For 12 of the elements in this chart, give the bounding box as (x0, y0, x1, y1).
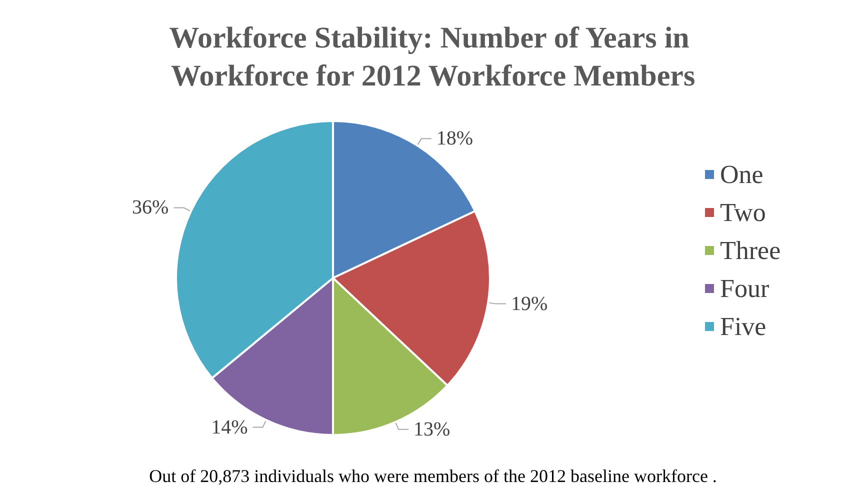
text: Out of 20,873 individuals who were members of the 2012 baseline workforce . (149, 466, 717, 486)
legend-label: Five (720, 312, 766, 341)
legend-label: One (720, 160, 764, 189)
legend-label: Four (720, 274, 770, 303)
legend-label: Two (720, 198, 766, 227)
data-label: 19% (510, 292, 548, 315)
data-label: 36% (132, 196, 169, 219)
chart-title: Workforce Stability: Number of Years in Workforce for 2012 Workforce Members (169, 22, 697, 92)
data-label: 14% (211, 416, 248, 438)
data-label: 18% (436, 128, 474, 150)
legend-label: Three (720, 236, 781, 265)
data-label: 13% (414, 418, 450, 440)
